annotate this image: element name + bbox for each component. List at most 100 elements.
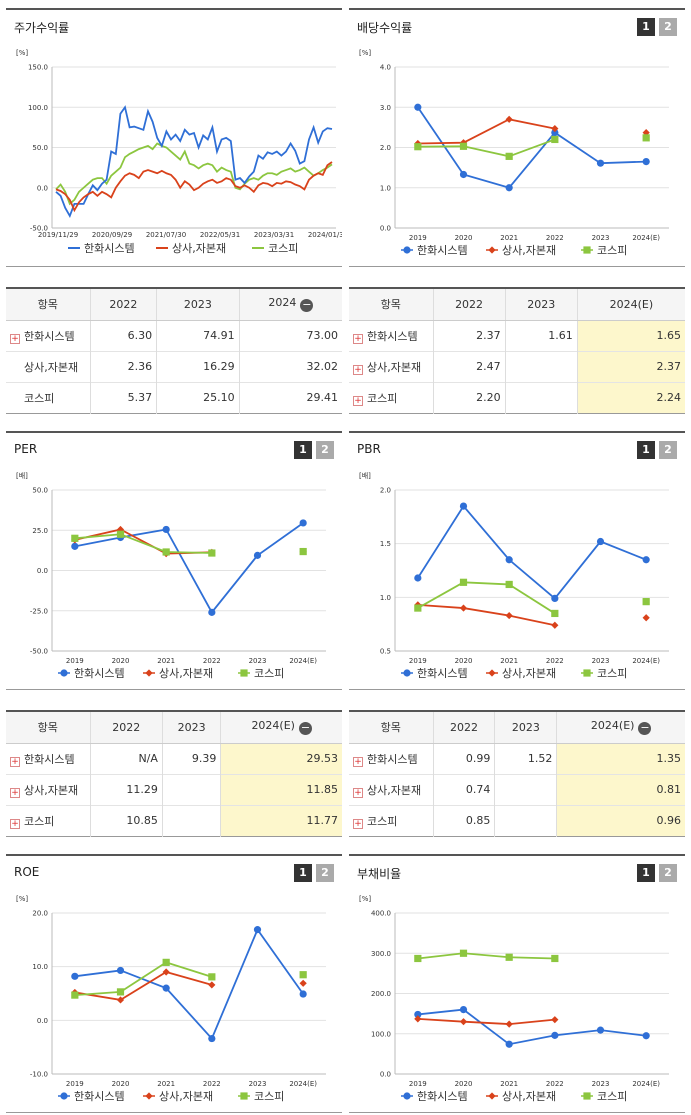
card-header: 주가수익률 (6, 10, 342, 44)
unit-label: [%] (16, 895, 28, 903)
x-tick-label: 2020/09/29 (92, 231, 132, 239)
dividend-yield-chart: [%] 4.0 3.0 2.0 1.0 0.0 2019 2020 2021 2022 2023 20… (359, 49, 669, 257)
chart-title: ROE (14, 865, 40, 879)
expand-icon[interactable]: + (353, 756, 363, 767)
legend-label: 상사,자본재 (159, 1090, 213, 1103)
page-2-button[interactable]: 2 (659, 441, 677, 459)
data-point-marker (642, 598, 650, 606)
data-point-marker (551, 621, 559, 629)
data-point-marker (488, 669, 496, 677)
collapse-icon[interactable]: − (638, 721, 652, 736)
x-tick-label: 2021 (500, 1080, 518, 1088)
data-point-marker (60, 669, 68, 677)
data-point-marker (253, 551, 262, 559)
row-label-text: 코스피 (367, 814, 398, 828)
x-tick-label: 2023/03/31 (254, 231, 294, 239)
expand-icon[interactable]: + (10, 818, 20, 829)
page-2-button[interactable]: 2 (316, 864, 334, 882)
table-row: + 상사,자본재 11.29 11.85 (6, 773, 342, 805)
chart-pager: 1 2 (637, 864, 677, 882)
data-point-marker (299, 547, 307, 556)
expand-icon[interactable]: + (353, 333, 363, 344)
legend-label: 코스피 (597, 244, 627, 257)
data-point-marker (459, 170, 468, 179)
series-line (74, 522, 304, 614)
legend-label: 상사,자본재 (502, 244, 556, 257)
data-point-marker (414, 574, 422, 582)
x-tick-label: 2024(E) (632, 657, 660, 665)
data-point-marker (505, 611, 513, 620)
col-header: 2022 (432, 711, 495, 744)
y-tick-label: -50.0 (30, 225, 48, 233)
legend-label: 한화시스템 (74, 1090, 125, 1103)
page-1-button[interactable]: 1 (637, 864, 655, 882)
x-tick-label: 2023 (249, 1080, 267, 1088)
data-point-marker (642, 556, 650, 564)
data-point-marker (208, 1034, 216, 1043)
row-label-text: 코스피 (24, 814, 55, 828)
page-2-button[interactable]: 2 (659, 864, 677, 882)
y-tick-label: 50.0 (32, 144, 48, 152)
collapse-icon[interactable]: − (298, 721, 312, 736)
x-tick-label: 2020 (455, 657, 473, 665)
x-tick-label: 2024(E) (632, 1080, 660, 1088)
page-1-button[interactable]: 1 (294, 864, 312, 882)
x-tick-label: 2019 (409, 657, 427, 665)
y-tick-label: 100.0 (28, 104, 48, 112)
legend-label: 코스피 (254, 667, 284, 680)
row-label: + 한화시스템 (6, 319, 90, 351)
expand-icon[interactable]: + (10, 756, 20, 767)
expand-icon[interactable]: + (353, 818, 363, 829)
table-cell: 2.37 (432, 319, 506, 351)
data-point-marker (642, 129, 650, 137)
table-cell: 29.41 (238, 381, 342, 413)
collapse-icon[interactable]: − (300, 298, 314, 313)
page-2-button[interactable]: 2 (659, 18, 677, 36)
row-label: + 상사,자본재 (349, 350, 433, 382)
expand-icon[interactable]: + (10, 787, 20, 798)
table-cell: 6.30 (89, 319, 157, 351)
y-tick-label: 0.0 (37, 184, 48, 192)
data-point-marker (583, 246, 591, 254)
page-2-button[interactable]: 2 (316, 441, 334, 459)
series-line (417, 581, 556, 615)
page-1-button[interactable]: 1 (637, 18, 655, 36)
data-point-marker (162, 548, 170, 556)
y-tick-label: 25.0 (32, 527, 48, 535)
x-tick-label: 2020 (455, 234, 473, 242)
expand-icon[interactable]: + (10, 333, 20, 344)
col-header: 2024(E) − (220, 711, 342, 744)
data-point-marker (162, 958, 170, 966)
data-point-marker (116, 966, 125, 975)
series-line (417, 1017, 555, 1025)
data-point-marker (505, 580, 513, 589)
col-header: 2024(E) − (556, 711, 685, 744)
y-tick-label: 150.0 (28, 64, 48, 72)
row-label-text: 상사,자본재 (24, 783, 79, 797)
series-line (55, 105, 333, 219)
debt-ratio-chart: [%]400.0 300.0 200.0 100.0 0.0 2019 2020 2021 20… (359, 895, 669, 1103)
y-tick-label: 2.0 (380, 144, 391, 152)
legend-label: 한화시스템 (417, 667, 468, 680)
expand-icon[interactable]: + (353, 364, 363, 375)
series-line (417, 138, 556, 158)
data-point-marker (116, 988, 125, 996)
data-point-marker (71, 972, 79, 980)
table-cell: 1.52 (494, 742, 557, 774)
expand-icon[interactable]: + (353, 787, 363, 798)
data-point-marker (551, 954, 559, 963)
page-1-button[interactable]: 1 (294, 441, 312, 459)
y-tick-label: 1.5 (380, 540, 391, 548)
data-point-marker (505, 1040, 513, 1048)
x-tick-label: 2019 (66, 657, 84, 665)
expand-icon[interactable]: + (353, 395, 363, 406)
page-1-button[interactable]: 1 (637, 441, 655, 459)
data-point-marker (414, 1010, 422, 1019)
chart-title: 부채비율 (357, 867, 402, 881)
table-cell: 0.96 (556, 804, 685, 836)
data-point-marker (505, 115, 513, 123)
y-tick-label: 1.0 (380, 594, 391, 602)
x-tick-label: 2019 (409, 234, 427, 242)
x-tick-label: 2019/11/29 (38, 231, 78, 239)
